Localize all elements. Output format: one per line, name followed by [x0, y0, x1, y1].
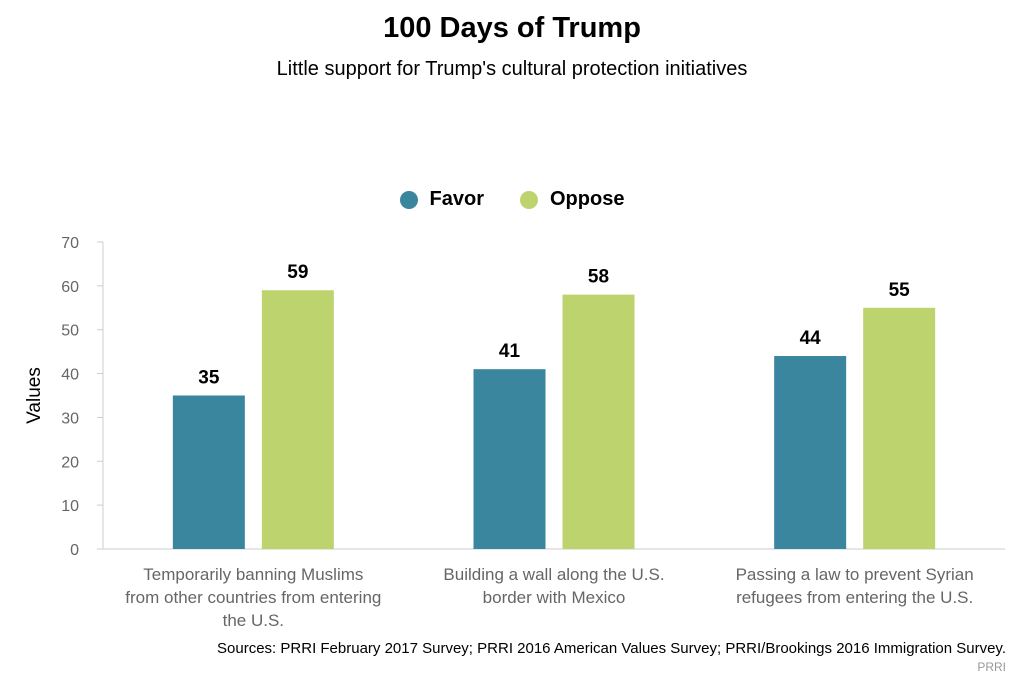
data-label-favor-2: 41	[499, 341, 521, 362]
x-tick-label: Passing a law to prevent Syrian	[736, 565, 974, 584]
x-tick-label: border with Mexico	[483, 588, 626, 607]
y-tick-label: 40	[61, 367, 79, 384]
data-label-favor-1: 35	[198, 368, 220, 389]
y-tick-label: 30	[61, 410, 79, 427]
bar-oppose-3	[863, 307, 936, 549]
data-label-oppose-3: 55	[889, 280, 911, 301]
x-tick-label: Temporarily banning Muslims	[143, 565, 363, 584]
y-tick-label: 20	[61, 454, 79, 471]
bar-oppose-1	[261, 290, 334, 549]
x-tick-label: Building a wall along the U.S.	[443, 565, 664, 584]
legend-label-oppose: Oppose	[550, 188, 625, 210]
x-tick-label: refugees from entering the U.S.	[736, 588, 973, 607]
bar-oppose-2	[562, 294, 635, 549]
bar-favor-2	[473, 369, 546, 549]
legend: Favor Oppose	[0, 188, 1024, 211]
chart-title: 100 Days of Trump	[383, 12, 641, 44]
bar-favor-1	[172, 395, 245, 549]
y-tick-label: 10	[61, 498, 79, 515]
y-tick-label: 70	[61, 235, 79, 252]
legend-label-favor: Favor	[429, 188, 484, 210]
y-axis-label: Values	[24, 367, 45, 424]
x-tick-label: from other countries from entering	[125, 588, 381, 607]
y-tick-label: 0	[70, 542, 79, 559]
legend-swatch-favor	[399, 190, 418, 209]
legend-item-favor[interactable]: Favor	[399, 188, 484, 211]
source-note: Sources: PRRI February 2017 Survey; PRRI…	[217, 640, 1006, 657]
x-tick-label: the U.S.	[223, 611, 284, 630]
y-tick-label: 50	[61, 323, 79, 340]
bar-favor-3	[774, 356, 847, 549]
legend-swatch-oppose	[520, 190, 538, 209]
data-label-oppose-1: 59	[287, 262, 308, 283]
data-label-oppose-2: 58	[588, 267, 609, 288]
chart-subtitle: Little support for Trump's cultural prot…	[276, 58, 748, 80]
legend-item-oppose[interactable]: Oppose	[520, 188, 624, 211]
credit-label: PRRI	[977, 660, 1006, 674]
y-tick-label: 60	[61, 279, 79, 296]
data-label-favor-3: 44	[800, 328, 822, 349]
